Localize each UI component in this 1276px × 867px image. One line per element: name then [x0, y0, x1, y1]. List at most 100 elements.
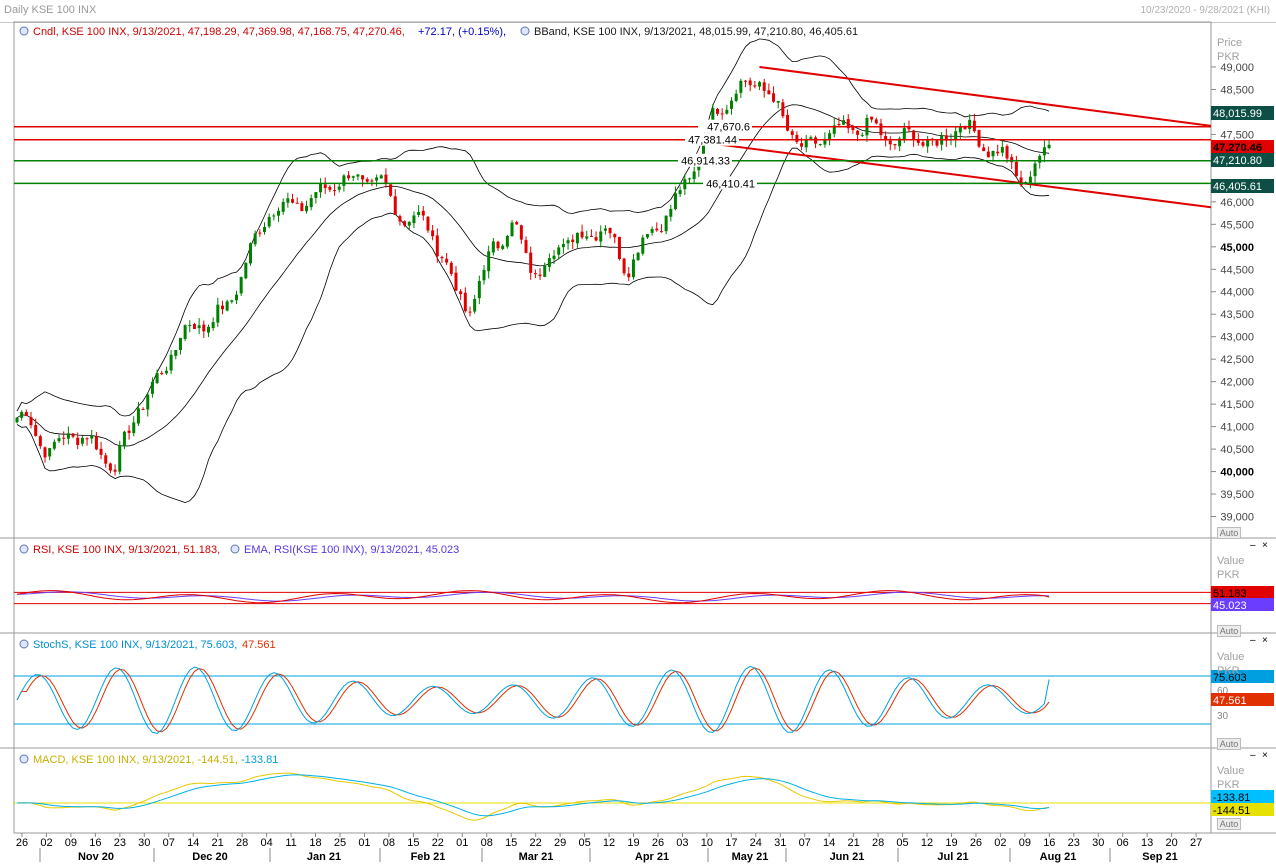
macd-minimize-icon[interactable]: – [1250, 750, 1256, 761]
x-month-label: Jan 21 [307, 851, 341, 863]
candle-body [926, 139, 930, 147]
candle-body [220, 305, 224, 310]
rsi-auto-button[interactable]: Auto [1217, 625, 1241, 637]
legend-bullet-icon[interactable] [19, 26, 29, 36]
candle-body [295, 202, 299, 204]
price-tick-label: 39,500 [1220, 489, 1254, 501]
macd-tag [1211, 803, 1274, 816]
macd-close-icon[interactable]: × [1262, 750, 1268, 761]
candle-body [384, 174, 388, 184]
candle-body [253, 233, 257, 245]
candle-body [529, 252, 533, 273]
price-tag-label: 47,210.80 [1213, 155, 1262, 167]
candle-body [379, 175, 383, 179]
candle-body [1042, 147, 1046, 156]
candle-body [613, 234, 617, 238]
candle-body [351, 176, 355, 178]
candle-body [767, 90, 771, 95]
legend-bullet-icon[interactable] [230, 544, 240, 554]
x-day-label: 21 [212, 837, 224, 849]
x-day-label: 09 [1019, 837, 1031, 849]
candle-body [636, 252, 640, 261]
macd-tag-label: -133.81 [1213, 792, 1250, 804]
price-tick-label: 43,500 [1220, 309, 1254, 321]
candle-body [85, 438, 89, 440]
candle-body [575, 232, 579, 244]
candle-body [1033, 163, 1037, 177]
candle-body [333, 190, 337, 192]
candle-body [884, 135, 888, 140]
candle-body [603, 228, 607, 231]
legend-bullet-icon[interactable] [19, 639, 29, 649]
x-day-label: 14 [823, 837, 835, 849]
legend-bullet-icon[interactable] [19, 544, 29, 554]
price-tick-label: 44,500 [1220, 264, 1254, 276]
candle-body [459, 291, 463, 295]
candle-body [935, 140, 939, 146]
candle-body [197, 325, 201, 329]
x-day-label: 12 [603, 837, 615, 849]
candle-body [52, 441, 56, 449]
price-auto-button[interactable]: Auto [1217, 527, 1241, 539]
candle-body [417, 211, 421, 215]
candle-body [234, 294, 238, 301]
price-tick-label: 41,500 [1220, 399, 1254, 411]
candle-body [776, 101, 780, 103]
price-legend: Cndl, KSE 100 INX, 9/13/2021, 47,198.29,… [19, 26, 858, 38]
candle-body [874, 119, 878, 124]
candle-body [645, 234, 649, 238]
candle-body [571, 239, 575, 242]
macd-legend: MACD, KSE 100 INX, 9/13/2021, -144.51, -… [19, 754, 278, 766]
x-month-label: Jul 21 [937, 851, 968, 863]
candle-body [641, 237, 645, 254]
rsi-tag [1211, 598, 1274, 611]
candle-body [786, 114, 790, 131]
bollinger-upper [16, 38, 1050, 417]
price-axis-title: Price [1217, 37, 1242, 49]
legend-bullet-icon[interactable] [19, 754, 29, 764]
candle-body [720, 113, 724, 115]
candle-body [585, 236, 589, 239]
stoch-minimize-icon[interactable]: – [1250, 635, 1256, 646]
stoch-legend-text: StochS, KSE 100 INX, 9/13/2021, 75.603, [33, 639, 237, 651]
bollinger-lower [16, 147, 1050, 504]
candle-body [818, 143, 822, 145]
price-tick-label: 42,000 [1220, 377, 1254, 389]
candle-body [963, 126, 967, 130]
candle-body [20, 411, 24, 418]
candle-body [449, 262, 453, 274]
x-day-label: 09 [65, 837, 77, 849]
candle-body [76, 437, 80, 445]
candle-body [34, 425, 38, 436]
rsi-close-icon[interactable]: × [1262, 540, 1268, 551]
candle-body [258, 232, 262, 234]
candle-body [463, 292, 467, 312]
candle-body [790, 131, 794, 135]
stoch-tag-label: 75.603 [1213, 672, 1247, 684]
candle-body [421, 210, 425, 216]
price-tick-label: 48,500 [1220, 84, 1254, 96]
macd-auto-button[interactable]: Auto [1217, 818, 1241, 830]
rsi-axis-unit: PKR [1217, 569, 1240, 581]
x-day-label: 23 [114, 837, 126, 849]
hline-label-bg [678, 153, 732, 167]
candle-body [944, 135, 948, 141]
stoch-auto-button[interactable]: Auto [1217, 738, 1241, 750]
candle-body [659, 231, 663, 233]
candle-body [435, 235, 439, 257]
rsi-minimize-icon[interactable]: – [1250, 540, 1256, 551]
legend-bullet-icon[interactable] [520, 26, 530, 36]
x-day-label: 03 [676, 837, 688, 849]
candle-body [538, 274, 542, 277]
x-day-label: 22 [432, 837, 444, 849]
candle-body [832, 125, 836, 134]
x-day-label: 17 [725, 837, 737, 849]
candle-body [146, 394, 150, 410]
candle-body [155, 372, 159, 384]
candle-body [687, 178, 691, 180]
candle-body [113, 469, 117, 472]
rsi-legend-text: RSI, KSE 100 INX, 9/13/2021, 51.183, [33, 544, 220, 556]
stoch-close-icon[interactable]: × [1262, 635, 1268, 646]
x-day-label: 26 [970, 837, 982, 849]
